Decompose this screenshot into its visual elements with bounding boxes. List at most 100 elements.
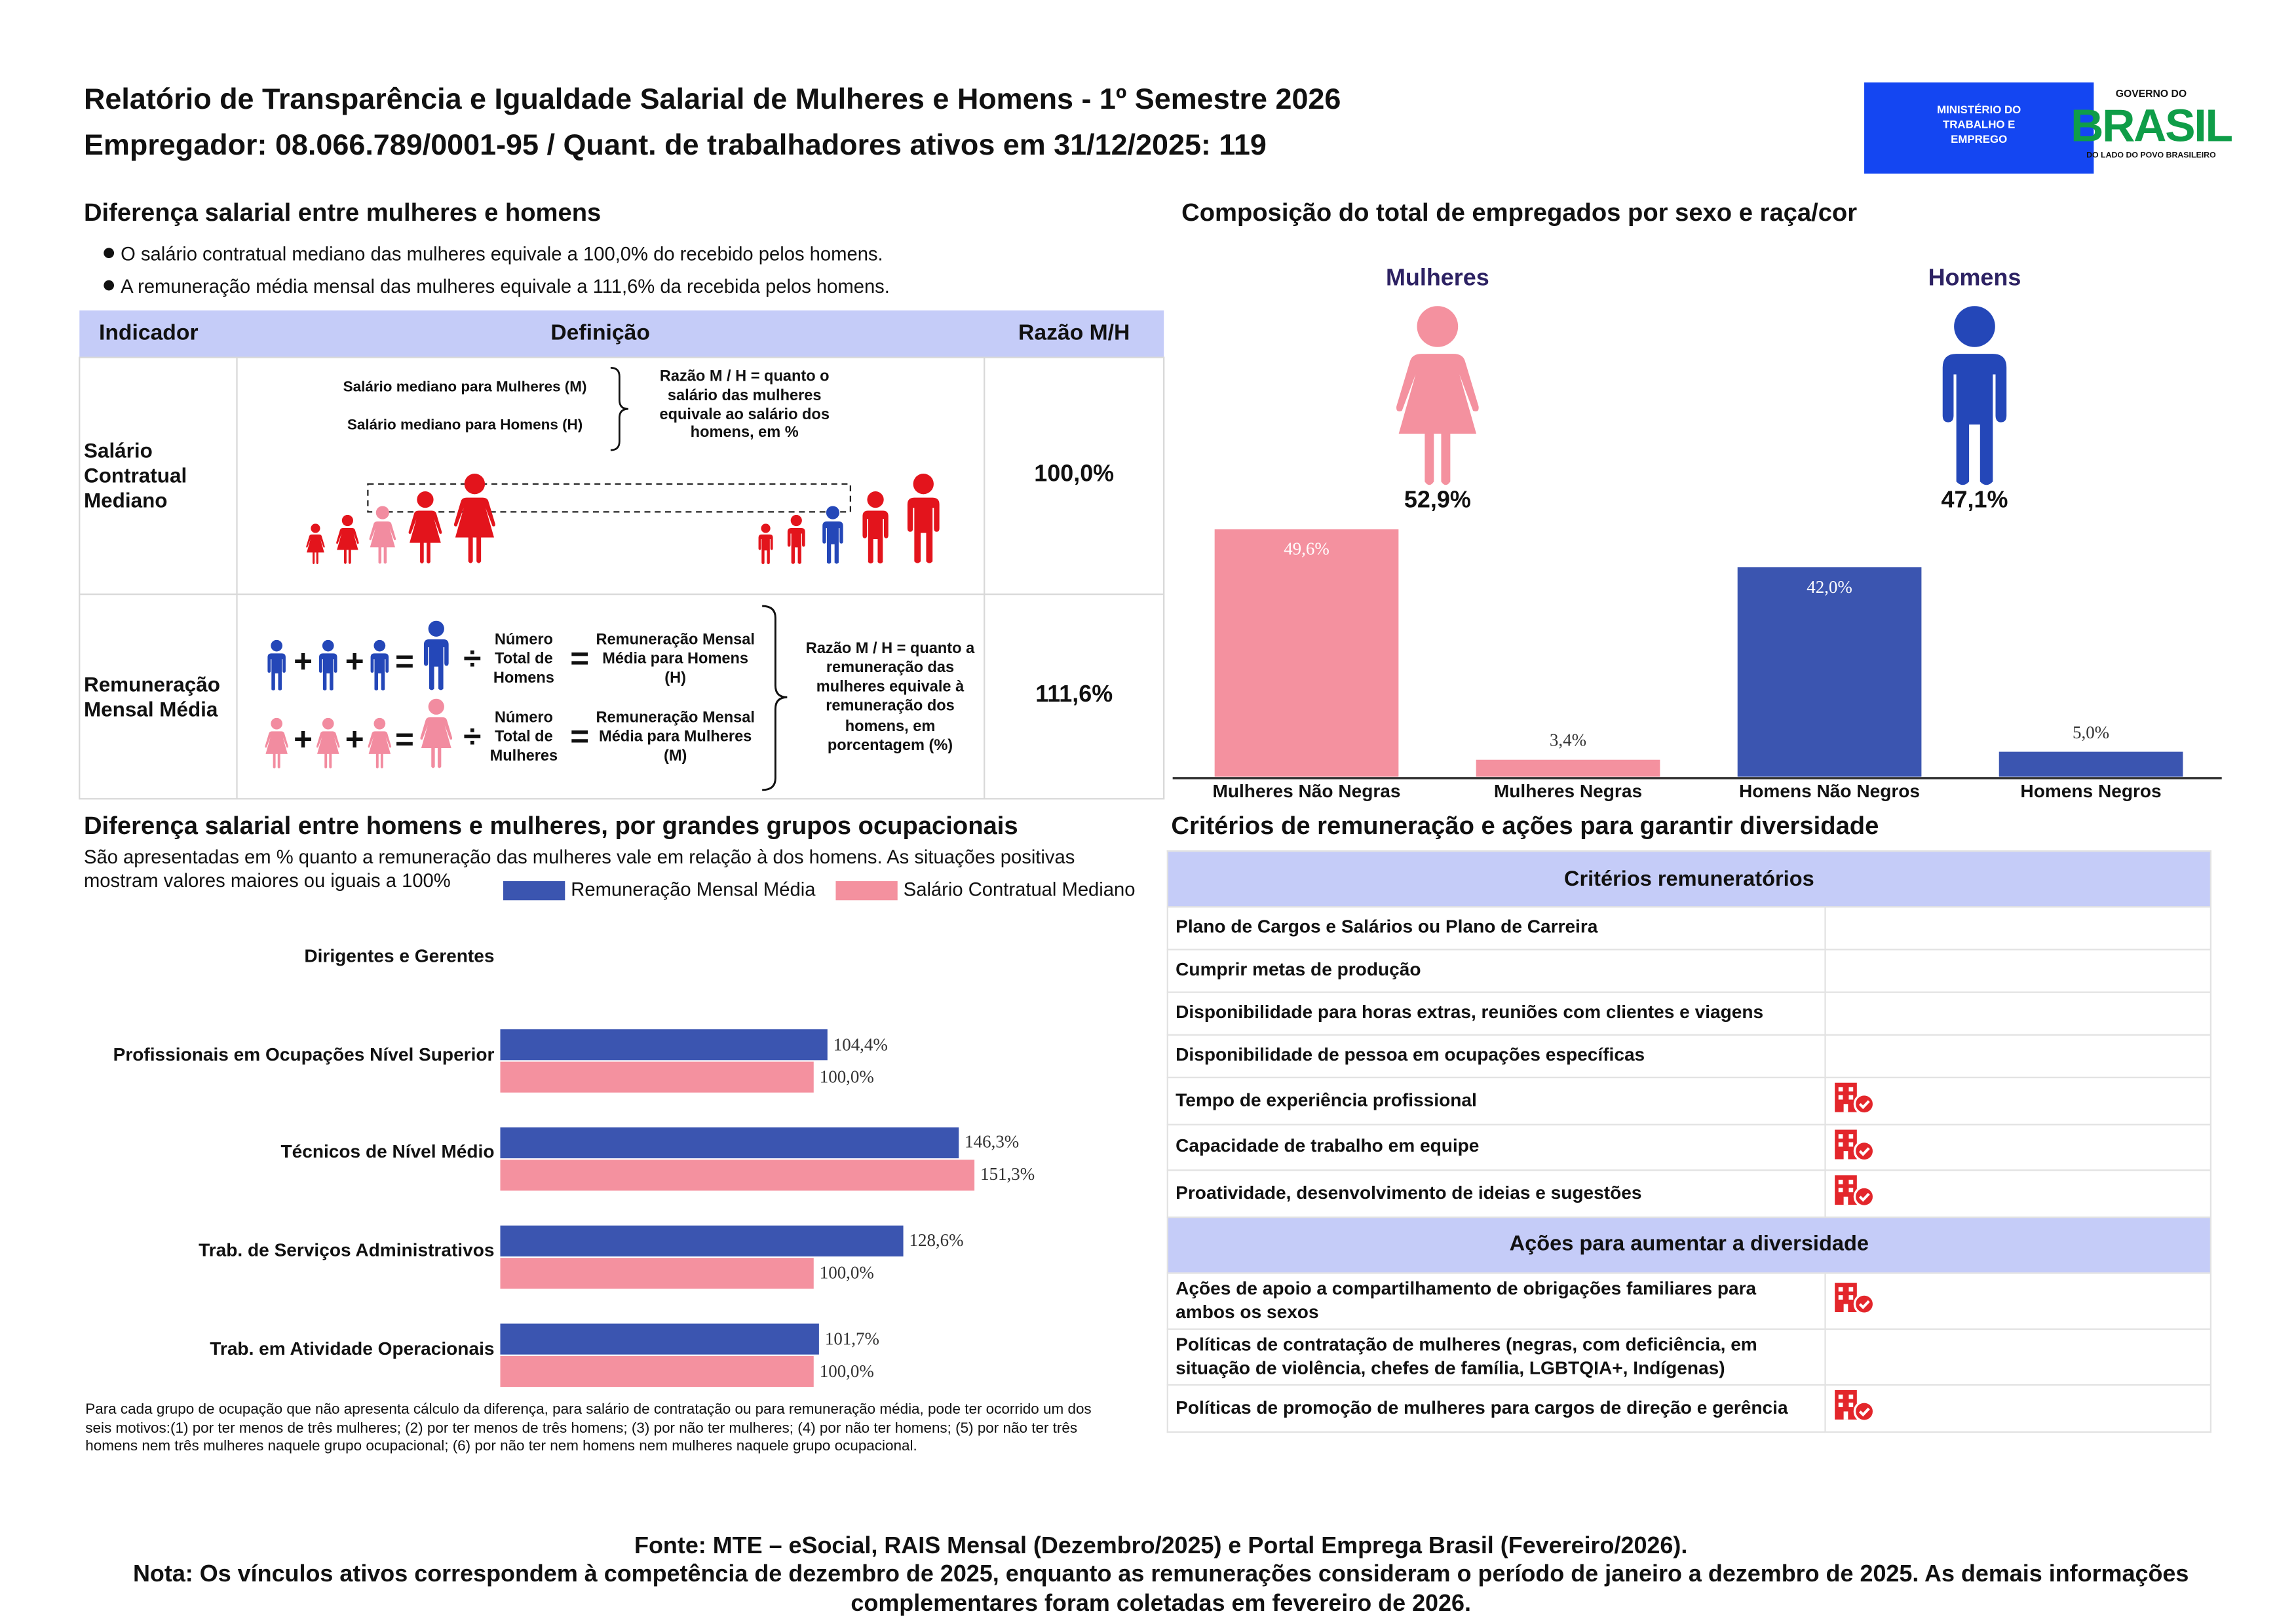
section-heading: Ações para aumentar a diversidade: [1166, 1216, 2211, 1274]
definition-text: Número Total de Mulheres: [489, 709, 558, 766]
bar: [1476, 759, 1660, 777]
woman-icon: [368, 717, 392, 768]
criteria-row: Políticas de promoção de mulheres para c…: [1166, 1384, 2211, 1433]
man-icon: [423, 620, 449, 690]
woman-icon: [265, 717, 288, 768]
group-share: 52,9%: [1404, 488, 1471, 514]
value-label: 100,0%: [819, 1262, 874, 1283]
chart-subtitle: São apresentadas em % quanto a remuneraç…: [83, 846, 1075, 891]
operator: +: [294, 721, 313, 758]
criteria-row: Capacidade de trabalho em equipe: [1166, 1123, 2211, 1171]
check-icon: [1832, 1280, 1876, 1315]
criteria-mark: [1824, 1328, 2211, 1387]
x-tick-label: Mulheres Negras: [1493, 781, 1643, 802]
building-icon: [1835, 1083, 1874, 1114]
heading-row: Critérios remuneratórios: [1166, 850, 2211, 908]
value-label: 104,4%: [833, 1033, 888, 1055]
government-logo-bottom: DO LADO DO POVO BRASILEIRO: [2086, 151, 2216, 161]
dashed-box: [367, 483, 852, 513]
legend-label: Remuneração Mensal Média: [571, 878, 816, 901]
value-label: 100,0%: [819, 1360, 874, 1382]
brace: [610, 367, 628, 451]
section-heading: Critérios remuneratórios: [1166, 850, 2211, 908]
criteria-text: Proatividade, desenvolvimento de ideias …: [1166, 1169, 1826, 1218]
check-icon: [1832, 1080, 1876, 1115]
value-label: 49,6%: [1284, 538, 1330, 559]
section-title: Critérios de remuneração e ações para ga…: [1171, 812, 1879, 840]
criteria-text: Tempo de experiência profissional: [1166, 1076, 1826, 1125]
woman-icon: [420, 698, 453, 768]
bar: [1737, 567, 1922, 777]
woman-icon: [336, 514, 359, 564]
criteria-mark: [1824, 1272, 2211, 1331]
indicator: Remuneração Mensal Média: [83, 671, 220, 721]
criteria-text: Disponibilidade para horas extras, reuni…: [1166, 991, 1826, 1036]
building-icon: [1835, 1283, 1874, 1313]
government-logo-brand: BRASIL: [2071, 100, 2233, 152]
operator: +: [345, 643, 364, 680]
man-icon: [822, 506, 843, 564]
y-tick-label: Profissionais em Ocupações Nível Superio…: [113, 1044, 495, 1065]
criteria-row: Tempo de experiência profissional: [1166, 1076, 2211, 1125]
y-tick-label: Técnicos de Nível Médio: [280, 1142, 495, 1163]
value-label: 128,6%: [909, 1230, 964, 1251]
bar: [500, 1061, 814, 1093]
definition-text: Salário mediano para Homens (H): [347, 417, 583, 434]
brace: [762, 605, 788, 791]
criteria-row: Disponibilidade para horas extras, reuni…: [1166, 991, 2211, 1036]
legend-swatch: [835, 881, 898, 901]
title: Relatório de Transparência e Igualdade S…: [83, 83, 1341, 117]
y-tick-label: Trab. em Atividade Operacionais: [210, 1338, 495, 1359]
definition-text: Remuneração Mensal Média para Mulheres (…: [596, 709, 755, 766]
criteria-table: Critérios remuneratórios Plano de Cargos …: [1166, 850, 2211, 1433]
group-share: 47,1%: [1941, 488, 2008, 514]
check-icon: [1832, 1388, 1876, 1423]
heading-row: Ações para aumentar a diversidade: [1166, 1216, 2211, 1274]
table-header: Definição: [550, 320, 650, 346]
woman-icon: [408, 491, 442, 564]
check-icon: [1832, 1126, 1876, 1161]
criteria-mark: [1824, 949, 2211, 993]
bar: [1214, 529, 1399, 777]
footer-source: Fonte: MTE – eSocial, RAIS Mensal (Dezem…: [634, 1534, 1688, 1560]
x-tick-label: Homens Não Negros: [1738, 781, 1921, 802]
criteria-mark: [1824, 1076, 2211, 1125]
criteria-row: Cumprir metas de produção: [1166, 949, 2211, 993]
bullet-text: O salário contratual mediano das mulhere…: [121, 242, 883, 265]
definition-text: Número Total de Homens: [493, 631, 554, 688]
building-icon: [1835, 1129, 1874, 1160]
operator: =: [570, 639, 590, 677]
criteria-row: Plano de Cargos e Salários ou Plano de C…: [1166, 906, 2211, 951]
group-icon: [1396, 306, 1479, 485]
bullet: [104, 248, 115, 259]
value-label: 5,0%: [2072, 722, 2110, 744]
bar: [500, 1355, 814, 1388]
operator: ÷: [463, 639, 482, 677]
criteria-mark: [1824, 1169, 2211, 1218]
operator: +: [294, 643, 313, 680]
man-icon: [787, 514, 805, 564]
man-icon: [758, 523, 773, 565]
value-label: 100,0%: [819, 1066, 874, 1087]
y-tick-label: Dirigentes e Gerentes: [304, 945, 495, 967]
bar: [1999, 751, 2183, 777]
ministry-logo: MINISTÉRIO DO TRABALHO E EMPREGO: [1937, 103, 2021, 146]
bar: [500, 1225, 904, 1256]
criteria-text: Capacidade de trabalho em equipe: [1166, 1123, 1826, 1171]
criteria-mark: [1824, 1384, 2211, 1433]
ratio: 111,6%: [1035, 681, 1113, 707]
criteria-mark: [1824, 1034, 2211, 1078]
bullet: [104, 280, 115, 291]
government-logo-top: GOVERNO DO: [2115, 89, 2187, 100]
group-name: Mulheres: [1385, 266, 1489, 292]
value-label: 151,3%: [980, 1164, 1035, 1185]
value-label: 146,3%: [965, 1131, 1020, 1153]
building-icon: [1835, 1391, 1874, 1422]
indicator: Salário Contratual Mediano: [83, 438, 187, 512]
value-label: 101,7%: [824, 1328, 879, 1349]
footer-note: Nota: Os vínculos ativos correspondem à …: [132, 1562, 2189, 1617]
y-tick-label: Trab. de Serviços Administrativos: [199, 1240, 495, 1261]
operator: =: [395, 643, 414, 680]
